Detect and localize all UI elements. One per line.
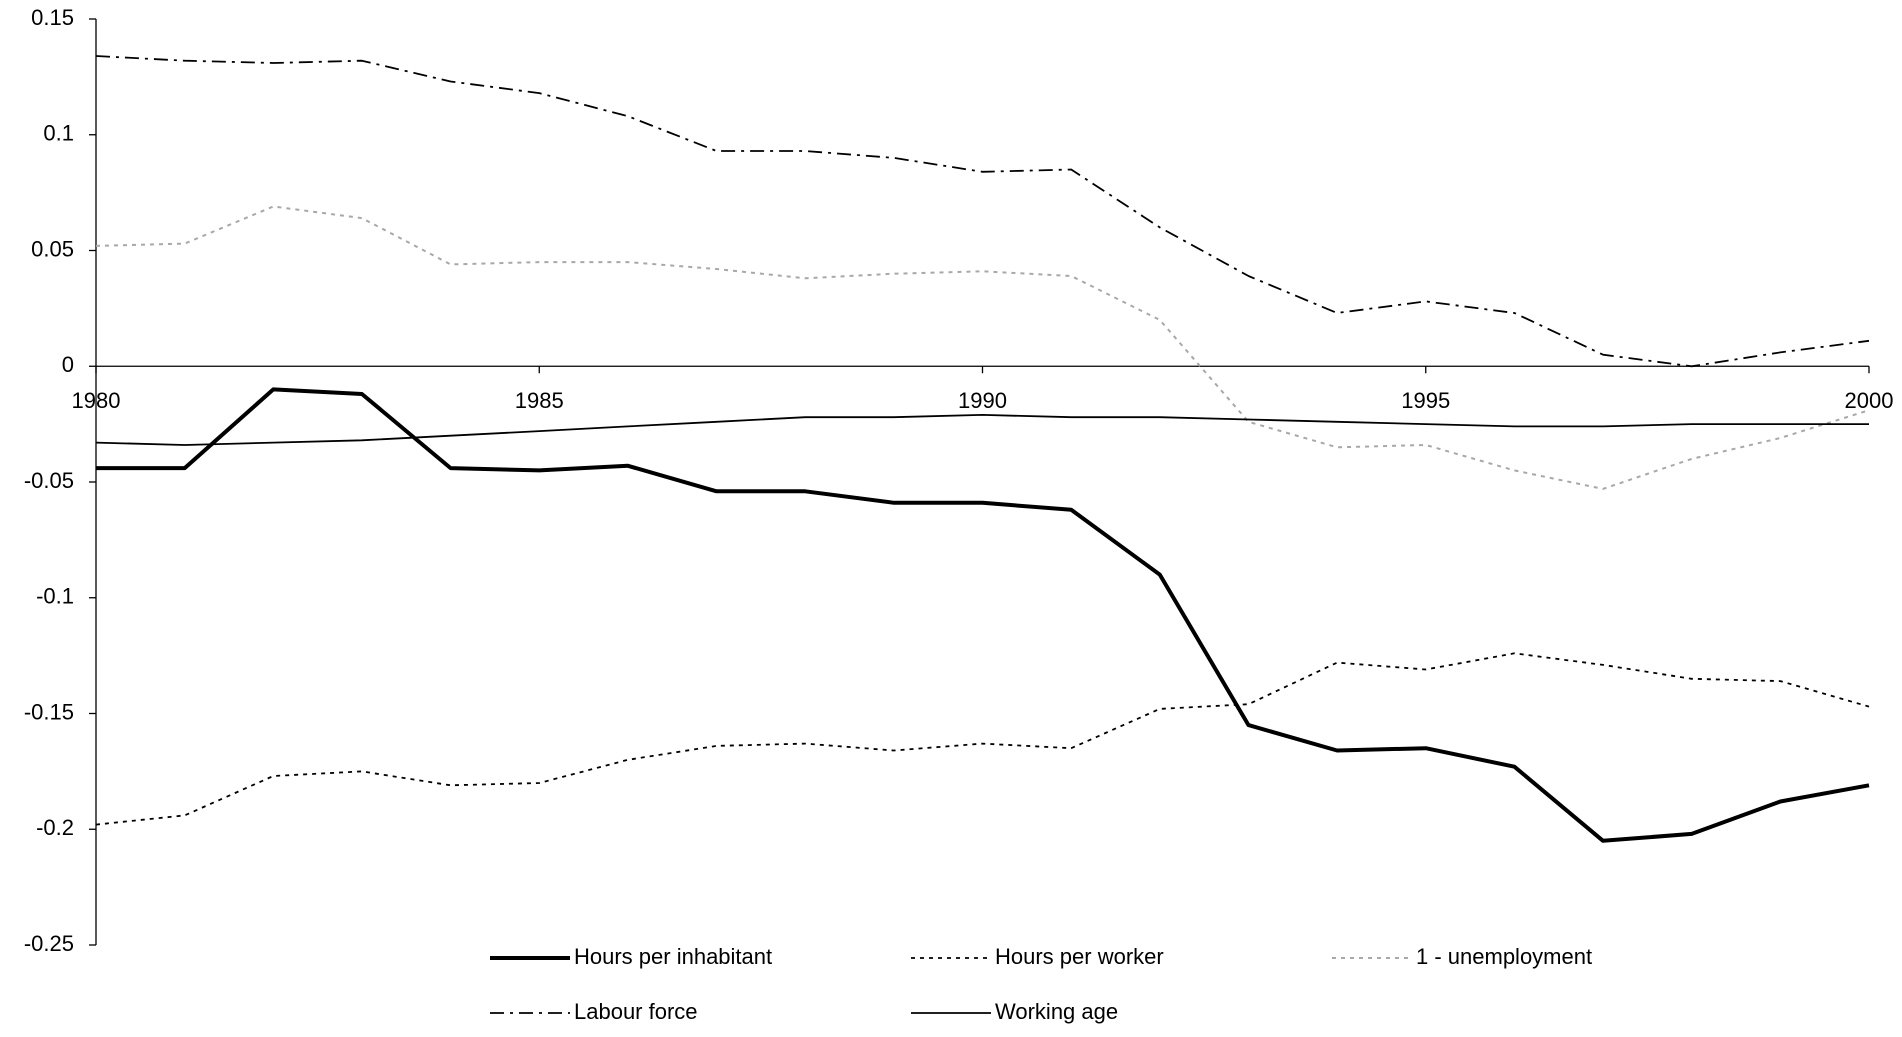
series-line: [95, 652, 1870, 826]
y-tick-label: 0.15: [31, 5, 74, 30]
x-tick-label: 1980: [72, 388, 121, 413]
x-tick-label: 1995: [1401, 388, 1450, 413]
series-line: [96, 387, 1870, 843]
y-tick-label: -0.25: [24, 931, 74, 956]
x-tick-label: 1990: [958, 388, 1007, 413]
y-tick-label: -0.15: [24, 699, 74, 724]
y-tick-label: 0.1: [43, 121, 74, 146]
x-tick-label: 2000: [1845, 388, 1894, 413]
legend-label: Hours per worker: [995, 944, 1164, 969]
y-tick-label: 0.05: [31, 236, 74, 261]
y-tick-label: -0.2: [36, 815, 74, 840]
y-tick-label: 0: [62, 352, 74, 377]
series-line: [95, 205, 1870, 490]
y-tick-label: -0.05: [24, 468, 74, 493]
legend-label: Labour force: [574, 999, 698, 1024]
legend-label: 1 - unemployment: [1416, 944, 1592, 969]
legend-label: Hours per inhabitant: [574, 944, 772, 969]
series-line: [95, 413, 1869, 446]
y-tick-label: -0.1: [36, 584, 74, 609]
series-line: [95, 55, 1870, 368]
x-tick-label: 1985: [515, 388, 564, 413]
legend-label: Working age: [995, 999, 1118, 1024]
